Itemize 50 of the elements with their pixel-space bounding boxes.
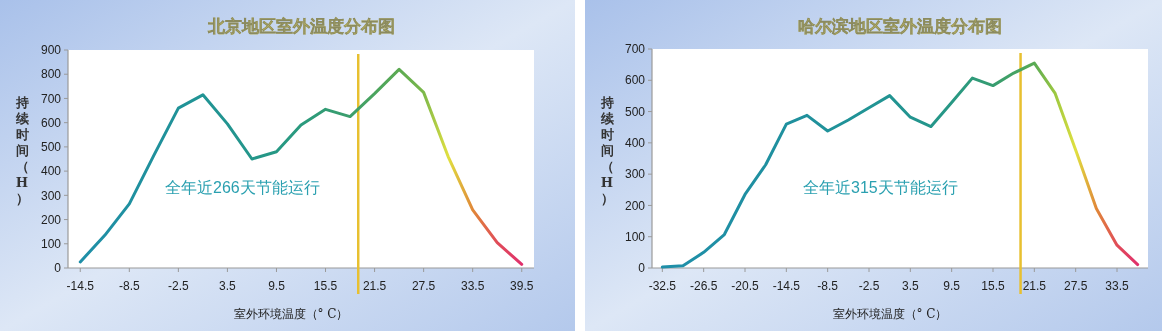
y-axis-title: 持续时间（H）: [599, 94, 615, 206]
y-tick-label: 900: [40, 43, 62, 58]
x-tick-label: 21.5: [1022, 279, 1047, 293]
x-tick-label: -14.5: [66, 279, 95, 293]
y-tick-label: 700: [40, 91, 62, 106]
y-tick-label: 600: [40, 115, 62, 130]
x-tick-label: -8.5: [118, 279, 140, 293]
y-tick-label: 600: [624, 73, 646, 88]
x-tick-label: 39.5: [510, 279, 534, 293]
y-tick-label: 300: [40, 188, 62, 203]
x-tick-label: 27.5: [411, 279, 436, 293]
line-series: [660, 61, 1140, 269]
annotation: 全年近315天节能运行: [803, 179, 958, 196]
x-tick-label: 33.5: [461, 279, 485, 293]
x-tick-label: -14.5: [772, 279, 801, 293]
y-tick-label: 0: [54, 261, 62, 276]
x-tick-label: 15.5: [313, 279, 338, 293]
x-tick-label: 33.5: [1105, 279, 1129, 293]
y-tick-label: 100: [40, 236, 62, 251]
y-tick-label: 700: [624, 42, 646, 57]
y-tick-label: 400: [40, 164, 62, 179]
x-tick-label: -2.5: [858, 279, 880, 293]
x-tick-label: 9.5: [268, 279, 286, 293]
y-tick-label: 200: [624, 198, 646, 213]
x-tick-label: 3.5: [219, 279, 237, 293]
x-tick-label: -32.5: [648, 279, 677, 293]
x-tick-label: 3.5: [901, 279, 919, 293]
x-tick-label: -20.5: [731, 279, 759, 293]
x-axis-title: 室外环境温度（° C）: [832, 307, 948, 321]
y-tick-label: 300: [624, 167, 646, 182]
chart-title: 哈尔滨地区室外温度分布图: [798, 17, 1002, 36]
y-tick-label: 800: [40, 67, 62, 82]
x-tick-label: 21.5: [362, 279, 387, 293]
x-tick-label: 27.5: [1063, 279, 1088, 293]
y-axis-title: 持续时间（H）: [14, 95, 30, 206]
x-tick-label: 9.5: [943, 279, 961, 293]
x-tick-label: -8.5: [817, 279, 839, 293]
x-tick-label: 15.5: [981, 279, 1005, 293]
y-tick-label: 500: [624, 104, 646, 119]
line-series: [78, 67, 524, 266]
x-tick-label: -26.5: [689, 279, 718, 293]
y-tick-label: 100: [624, 229, 646, 244]
y-tick-label: 0: [638, 261, 646, 276]
y-tick-label: 200: [40, 212, 62, 227]
x-axis-title: 室外环境温度（° C）: [233, 307, 349, 321]
x-tick-label: -2.5: [168, 279, 190, 293]
y-tick-label: 500: [40, 140, 62, 155]
y-tick-label: 400: [624, 136, 646, 151]
annotation: 全年近266天节能运行: [165, 179, 320, 196]
chart-title: 北京地区室外温度分布图: [206, 17, 395, 36]
